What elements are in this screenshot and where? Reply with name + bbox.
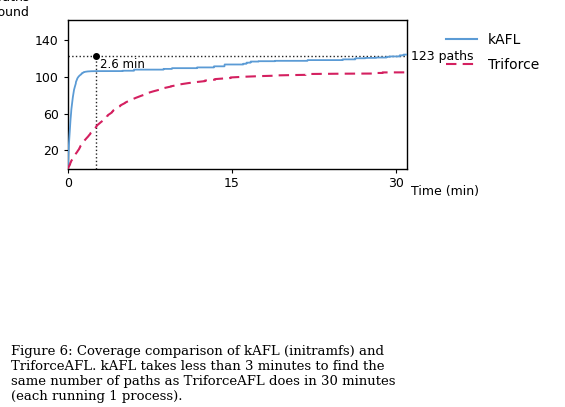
Legend: kAFL, Triforce: kAFL, Triforce [441, 27, 545, 77]
Text: Time (min): Time (min) [411, 185, 479, 198]
Text: 123 paths: 123 paths [411, 50, 473, 63]
Text: #paths
found: #paths found [0, 0, 29, 19]
Text: Figure 6: Coverage comparison of kAFL (initramfs) and
TriforceAFL. kAFL takes le: Figure 6: Coverage comparison of kAFL (i… [11, 345, 396, 403]
Text: 2.6 min: 2.6 min [99, 58, 145, 71]
